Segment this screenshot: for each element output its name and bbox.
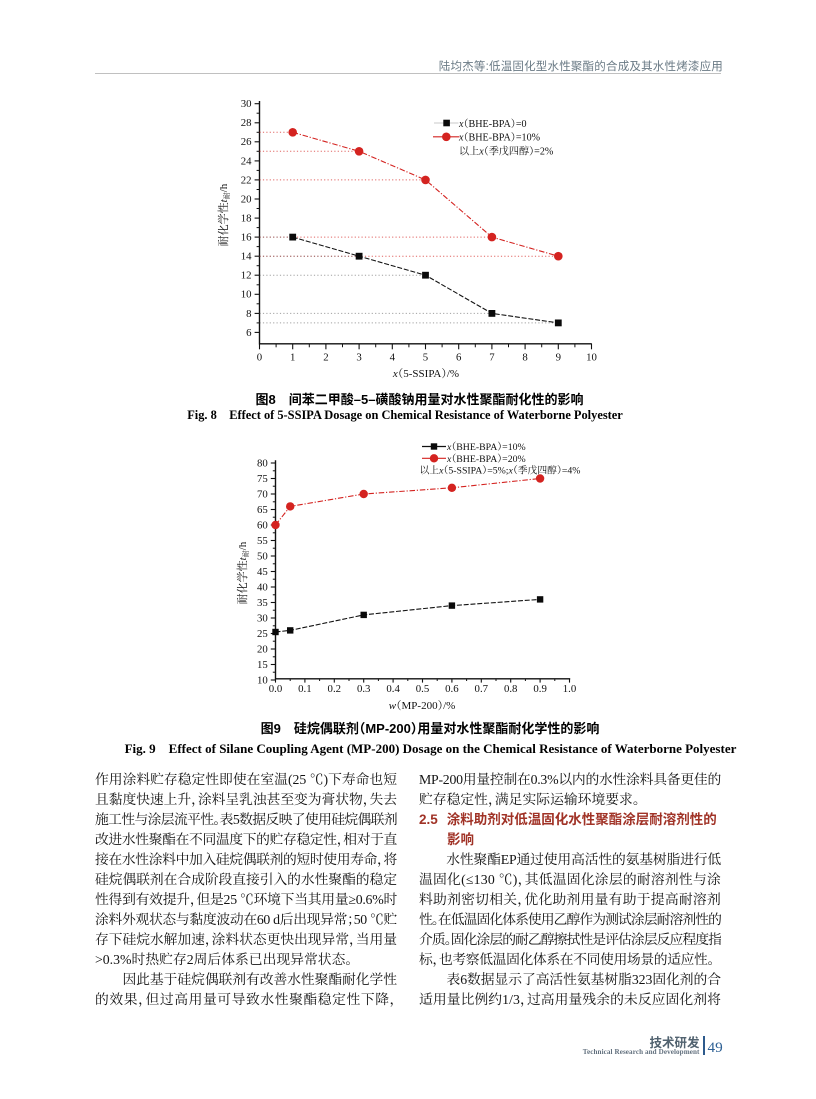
svg-text:22: 22 bbox=[241, 174, 252, 186]
svg-text:10: 10 bbox=[257, 674, 268, 686]
svg-text:4: 4 bbox=[390, 352, 396, 364]
svg-text:1: 1 bbox=[290, 352, 295, 364]
svg-text:10: 10 bbox=[241, 289, 252, 301]
svg-text:3: 3 bbox=[356, 352, 361, 364]
svg-text:24: 24 bbox=[241, 155, 252, 167]
svg-text:28: 28 bbox=[241, 117, 252, 129]
svg-text:15: 15 bbox=[257, 659, 268, 671]
svg-text:0.9: 0.9 bbox=[533, 683, 547, 695]
svg-text:45: 45 bbox=[257, 566, 268, 578]
svg-text:30: 30 bbox=[257, 612, 268, 624]
svg-text:16: 16 bbox=[241, 232, 252, 244]
svg-text:20: 20 bbox=[241, 193, 252, 205]
svg-text:x（5-SSIPA）/%: x（5-SSIPA）/% bbox=[392, 367, 459, 380]
svg-text:0: 0 bbox=[257, 352, 262, 364]
svg-text:35: 35 bbox=[257, 597, 268, 609]
svg-text:30: 30 bbox=[241, 98, 252, 110]
svg-text:6: 6 bbox=[246, 327, 252, 339]
svg-text:26: 26 bbox=[241, 136, 252, 148]
svg-text:12: 12 bbox=[241, 270, 252, 282]
svg-text:x（BHE-BPA）=0: x（BHE-BPA）=0 bbox=[458, 118, 527, 130]
svg-text:x（BHE-BPA）=20%: x（BHE-BPA）=20% bbox=[446, 453, 526, 465]
svg-text:60: 60 bbox=[257, 519, 268, 531]
svg-text:14: 14 bbox=[241, 251, 252, 263]
svg-text:0.5: 0.5 bbox=[416, 683, 430, 695]
svg-text:耐化学性t耐/h: 耐化学性t耐/h bbox=[216, 183, 231, 246]
svg-text:65: 65 bbox=[257, 504, 268, 516]
svg-text:x（BHE-BPA）=10%: x（BHE-BPA）=10% bbox=[458, 132, 541, 144]
svg-text:1.0: 1.0 bbox=[563, 683, 577, 695]
svg-text:18: 18 bbox=[241, 213, 252, 225]
svg-text:以上x（季戊四醇）=2%: 以上x（季戊四醇）=2% bbox=[459, 145, 554, 158]
svg-text:0.8: 0.8 bbox=[504, 683, 518, 695]
svg-text:0.0: 0.0 bbox=[269, 683, 283, 695]
svg-text:55: 55 bbox=[257, 535, 268, 547]
svg-text:50: 50 bbox=[257, 550, 268, 562]
svg-text:6: 6 bbox=[456, 352, 462, 364]
svg-text:10: 10 bbox=[586, 352, 597, 364]
svg-text:0.3: 0.3 bbox=[357, 683, 371, 695]
svg-text:5: 5 bbox=[423, 352, 428, 364]
svg-text:以上x（5-SSIPA）=5%;x（季戊四醇）=4%: 以上x（5-SSIPA）=5%;x（季戊四醇）=4% bbox=[420, 464, 581, 477]
svg-text:7: 7 bbox=[489, 352, 495, 364]
svg-text:9: 9 bbox=[556, 352, 561, 364]
svg-text:0.6: 0.6 bbox=[445, 683, 459, 695]
svg-text:0.1: 0.1 bbox=[298, 683, 312, 695]
svg-text:0.4: 0.4 bbox=[386, 683, 400, 695]
svg-text:w（MP-200）/%: w（MP-200）/% bbox=[389, 699, 456, 712]
svg-text:70: 70 bbox=[257, 488, 268, 500]
svg-text:75: 75 bbox=[257, 473, 268, 485]
svg-text:耐化学性t耐/h: 耐化学性t耐/h bbox=[235, 541, 250, 604]
svg-text:0.2: 0.2 bbox=[328, 683, 342, 695]
svg-text:8: 8 bbox=[246, 308, 251, 320]
svg-text:x（BHE-BPA）=10%: x（BHE-BPA）=10% bbox=[446, 441, 526, 453]
svg-text:0.7: 0.7 bbox=[475, 683, 489, 695]
svg-text:80: 80 bbox=[257, 457, 268, 469]
svg-text:8: 8 bbox=[522, 352, 527, 364]
svg-text:40: 40 bbox=[257, 581, 268, 593]
svg-text:2: 2 bbox=[323, 352, 328, 364]
svg-text:25: 25 bbox=[257, 628, 268, 640]
svg-text:20: 20 bbox=[257, 643, 268, 655]
